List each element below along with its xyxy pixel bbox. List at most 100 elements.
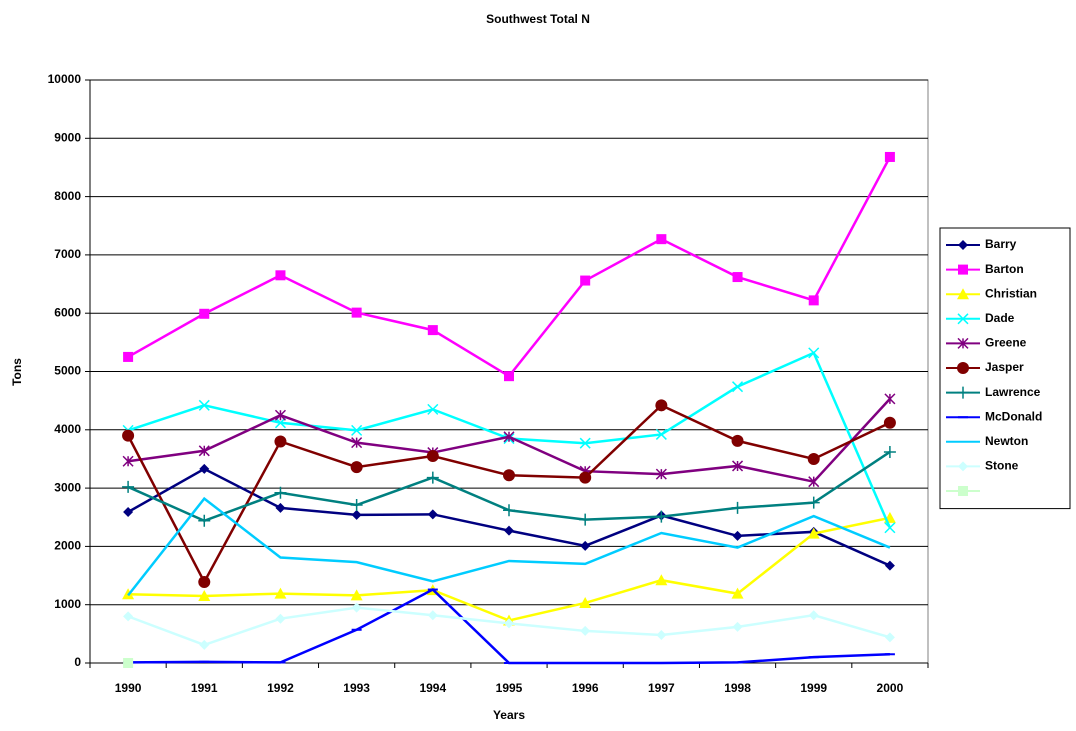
y-tick-label: 1000 <box>54 597 81 611</box>
point <box>579 471 592 484</box>
x-tick-label: 1994 <box>419 681 446 695</box>
point <box>504 371 514 382</box>
point <box>274 486 287 499</box>
x-tick-label: 1992 <box>267 681 294 695</box>
point <box>274 409 286 421</box>
point <box>350 461 363 474</box>
point <box>579 437 591 449</box>
y-tick-label: 9000 <box>54 130 81 144</box>
point <box>579 596 592 608</box>
series <box>122 393 896 488</box>
legend-label: Newton <box>985 434 1028 448</box>
point <box>655 428 667 440</box>
point <box>731 434 744 447</box>
y-tick-label: 7000 <box>54 247 81 261</box>
point <box>732 460 744 472</box>
legend-marker <box>957 362 969 374</box>
point <box>808 476 820 488</box>
point <box>427 403 439 415</box>
point <box>884 522 896 534</box>
point <box>504 525 514 536</box>
x-tick-label: 1999 <box>800 681 827 695</box>
point <box>351 602 362 613</box>
point <box>808 610 819 621</box>
x-tick-label: 1991 <box>191 681 218 695</box>
legend-marker <box>958 264 968 275</box>
point <box>732 621 743 632</box>
x-tick-label: 1998 <box>724 681 751 695</box>
point <box>504 618 514 629</box>
point <box>655 574 668 586</box>
y-tick-label: 0 <box>74 655 81 669</box>
point <box>808 295 819 306</box>
x-tick-label: 2000 <box>877 681 904 695</box>
series <box>122 399 896 588</box>
point <box>350 589 363 601</box>
legend-label: Lawrence <box>985 385 1041 399</box>
point <box>656 630 667 641</box>
point <box>807 527 820 539</box>
point <box>274 587 287 599</box>
y-tick-label: 8000 <box>54 189 81 203</box>
point <box>732 381 744 393</box>
legend-marker <box>957 313 969 325</box>
point <box>427 509 438 520</box>
point <box>884 151 895 162</box>
point <box>503 504 515 517</box>
point <box>656 234 667 245</box>
point <box>655 510 668 523</box>
legend-marker <box>957 386 969 399</box>
point <box>275 613 286 624</box>
point <box>199 639 210 650</box>
x-tick-label: 1996 <box>572 681 599 695</box>
point <box>198 589 211 601</box>
series <box>123 658 134 668</box>
point <box>123 611 134 622</box>
y-tick-label: 4000 <box>54 422 81 436</box>
point <box>199 463 210 474</box>
point <box>351 424 363 436</box>
y-tick-label: 5000 <box>54 364 81 378</box>
point <box>807 452 820 465</box>
point <box>350 499 363 512</box>
point <box>655 468 667 480</box>
point <box>122 480 135 493</box>
legend-label: Christian <box>985 286 1037 300</box>
point <box>580 625 591 636</box>
point <box>884 632 895 643</box>
legend-label: Greene <box>985 336 1027 350</box>
point <box>351 509 362 520</box>
point <box>198 514 211 527</box>
point <box>198 575 211 588</box>
point <box>807 496 820 509</box>
series <box>123 151 895 382</box>
y-tick-label: 10000 <box>48 72 82 86</box>
point <box>884 393 896 405</box>
legend-label: Stone <box>985 459 1019 473</box>
point <box>732 530 743 541</box>
point <box>275 502 286 513</box>
y-axis-label: Tons <box>10 358 24 386</box>
y-tick-label: 3000 <box>54 480 81 494</box>
point <box>731 501 744 514</box>
point <box>275 270 286 281</box>
legend-label: Barry <box>985 237 1017 251</box>
series <box>127 496 891 597</box>
x-tick-label: 1995 <box>496 681 523 695</box>
legend-marker <box>957 288 969 300</box>
legend-label: Dade <box>985 311 1015 325</box>
legend-marker <box>957 337 969 349</box>
point <box>884 560 895 571</box>
point <box>655 399 668 412</box>
x-axis-label: Years <box>493 708 525 722</box>
x-tick-label: 1990 <box>115 681 142 695</box>
point <box>426 450 439 463</box>
legend-label: Jasper <box>985 360 1024 374</box>
point <box>122 455 134 467</box>
y-tick-label: 6000 <box>54 305 81 319</box>
point <box>351 437 363 449</box>
series <box>122 445 896 527</box>
x-tick-label: 1993 <box>343 681 370 695</box>
point <box>427 325 438 336</box>
point <box>883 445 896 458</box>
